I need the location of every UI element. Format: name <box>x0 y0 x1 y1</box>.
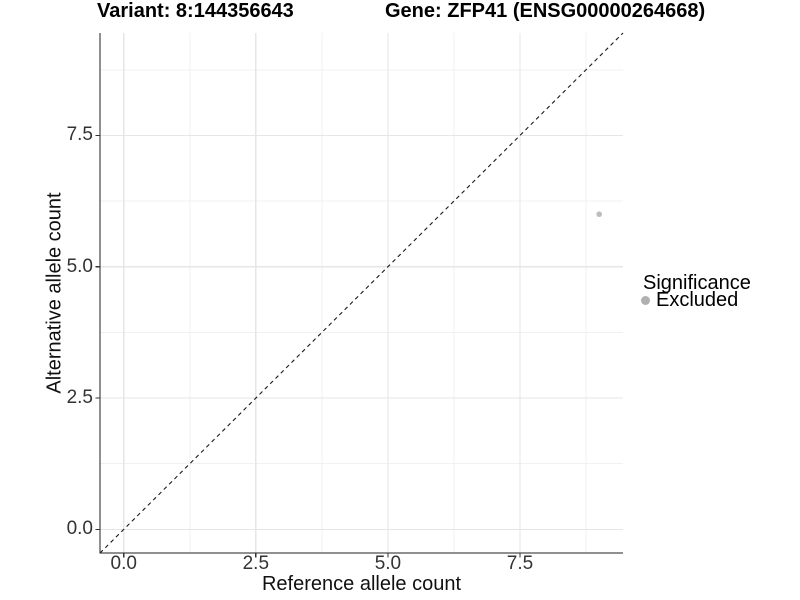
y-axis-title: Alternative allele count <box>43 192 66 394</box>
x-tick-label: 0.0 <box>110 553 137 574</box>
x-tick-label: 7.5 <box>506 553 534 574</box>
legend-item-excluded: Excluded <box>641 288 738 312</box>
y-tick-label: 0.0 <box>66 518 93 540</box>
x-tick-label: 2.5 <box>242 553 270 574</box>
legend-key-dot-icon <box>641 295 650 305</box>
legend-item-label: Excluded <box>656 289 739 311</box>
x-tick-label: 5.0 <box>374 553 402 574</box>
variant-title: Variant: 8:144356643 <box>97 0 294 22</box>
identity-reference-line <box>99 32 624 554</box>
y-tick-label: 5.0 <box>66 255 93 277</box>
data-point <box>596 211 603 218</box>
gene-title: Gene: ZFP41 (ENSG00000264668) <box>385 0 706 22</box>
x-axis-title: Reference allele count <box>261 573 461 595</box>
y-tick-label: 2.5 <box>66 387 93 409</box>
legend-title: Significance <box>643 272 751 294</box>
y-tick-label: 7.5 <box>66 124 93 146</box>
